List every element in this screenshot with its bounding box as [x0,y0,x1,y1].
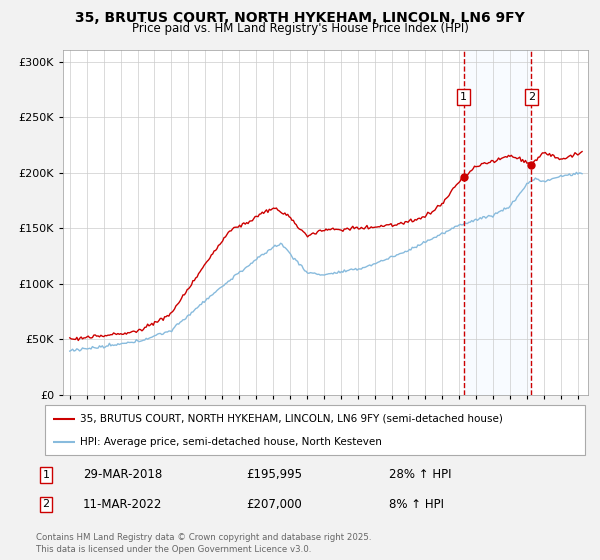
Text: 1: 1 [460,92,467,102]
Text: Price paid vs. HM Land Registry's House Price Index (HPI): Price paid vs. HM Land Registry's House … [131,22,469,35]
Bar [464,50,531,395]
Text: 8% ↑ HPI: 8% ↑ HPI [389,498,444,511]
Text: 2: 2 [43,500,49,510]
Text: HPI: Average price, semi-detached house, North Kesteven: HPI: Average price, semi-detached house,… [80,437,382,447]
FancyBboxPatch shape [45,405,585,455]
Text: 28% ↑ HPI: 28% ↑ HPI [389,468,452,482]
Text: 11-MAR-2022: 11-MAR-2022 [83,498,162,511]
Text: Contains HM Land Registry data © Crown copyright and database right 2025.
This d: Contains HM Land Registry data © Crown c… [36,533,371,554]
Text: 29-MAR-2018: 29-MAR-2018 [83,468,162,482]
Text: 35, BRUTUS COURT, NORTH HYKEHAM, LINCOLN, LN6 9FY: 35, BRUTUS COURT, NORTH HYKEHAM, LINCOLN… [75,11,525,25]
Text: 2: 2 [528,92,535,102]
Text: £207,000: £207,000 [246,498,302,511]
Text: £195,995: £195,995 [246,468,302,482]
Text: 35, BRUTUS COURT, NORTH HYKEHAM, LINCOLN, LN6 9FY (semi-detached house): 35, BRUTUS COURT, NORTH HYKEHAM, LINCOLN… [80,414,503,424]
Text: 1: 1 [43,470,49,480]
